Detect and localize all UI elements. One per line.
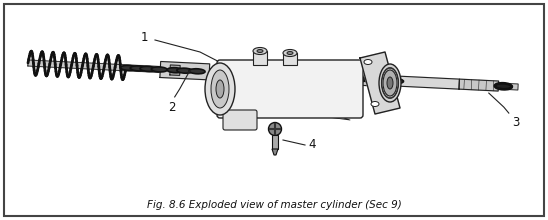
Bar [272,135,278,149]
Ellipse shape [216,80,224,98]
Ellipse shape [189,69,205,74]
Text: 4: 4 [308,139,316,152]
Ellipse shape [211,70,229,108]
Ellipse shape [363,77,379,82]
Ellipse shape [121,65,136,70]
Ellipse shape [283,50,297,57]
Text: Fig. 8.6 Exploded view of master cylinder (Sec 9): Fig. 8.6 Exploded view of master cylinde… [147,200,401,210]
Ellipse shape [331,76,347,81]
Bar [253,51,267,65]
Polygon shape [272,149,278,155]
Ellipse shape [387,77,393,89]
Ellipse shape [130,66,146,71]
Ellipse shape [257,50,263,53]
Ellipse shape [387,79,403,84]
FancyBboxPatch shape [217,60,363,118]
Text: 2: 2 [168,101,175,114]
Polygon shape [360,52,400,114]
Polygon shape [160,61,210,80]
Ellipse shape [364,59,372,64]
Ellipse shape [379,64,401,102]
Polygon shape [170,65,180,75]
Ellipse shape [269,123,282,136]
Bar [283,53,297,65]
Ellipse shape [495,83,512,89]
Ellipse shape [341,76,357,81]
Ellipse shape [151,67,167,72]
Ellipse shape [383,70,397,96]
Text: 3: 3 [512,116,519,129]
Ellipse shape [140,66,156,72]
Polygon shape [28,60,518,90]
Text: 1: 1 [140,31,148,44]
Ellipse shape [167,68,183,73]
Ellipse shape [351,77,367,82]
FancyBboxPatch shape [223,110,257,130]
Ellipse shape [375,78,391,83]
Polygon shape [339,72,381,86]
Ellipse shape [253,48,267,55]
Ellipse shape [177,68,193,73]
Ellipse shape [205,63,235,115]
Polygon shape [214,66,229,79]
Ellipse shape [287,51,293,55]
Ellipse shape [371,101,379,106]
Polygon shape [400,76,459,89]
Polygon shape [459,79,499,91]
